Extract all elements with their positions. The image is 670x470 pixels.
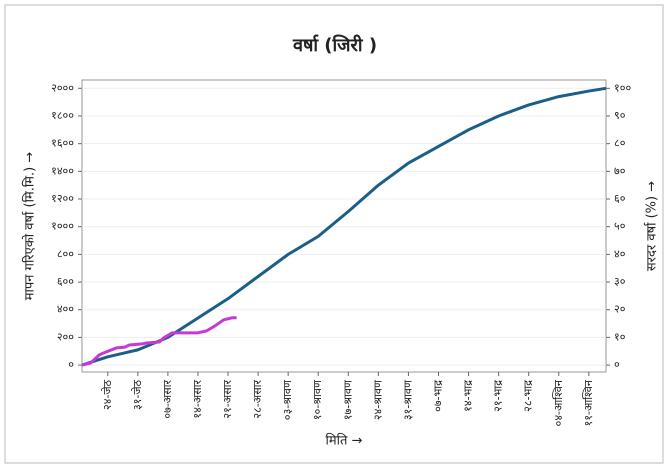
x-tick-label: ११-आश्विन xyxy=(582,379,595,426)
y-tick-label: ६०० xyxy=(57,275,74,288)
y2-tick-label: ४० xyxy=(614,247,626,260)
x-axis-label: मिति → xyxy=(326,433,363,449)
y2-tick-label: ५० xyxy=(614,220,626,233)
y-axis-label: मापन गरिएको वर्षा (मि.मि.) → xyxy=(22,152,38,301)
y2-tick-label: ० xyxy=(614,358,620,371)
x-tick-label: ०३-श्रावण xyxy=(281,379,294,420)
x-tick-label: २८-भाद्र xyxy=(522,380,535,412)
y-tick-label: ८०० xyxy=(57,247,74,260)
x-tick-label: १४-असार xyxy=(191,380,204,419)
y2-tick-label: २० xyxy=(614,303,626,316)
chart-title: वर्षा (जिरी ) xyxy=(292,34,377,56)
y-tick-label: २००० xyxy=(51,81,74,94)
x-tick-label: २४-जेठ xyxy=(101,379,114,410)
x-tick-label: २१-असार xyxy=(221,380,234,419)
x-tick-label: ०७-असार xyxy=(161,380,174,419)
y2-tick-label: ३० xyxy=(614,275,626,288)
y2-tick-label: १० xyxy=(614,330,626,343)
line-series xyxy=(81,316,237,367)
x-tick-label: १०-श्रावण xyxy=(311,379,324,420)
y2-tick-label: ८० xyxy=(614,137,626,150)
y-tick-label: १२०० xyxy=(51,192,74,205)
y-tick-label: २०० xyxy=(57,330,74,343)
x-tick-label: ३१-श्रावण xyxy=(401,379,414,420)
card xyxy=(4,4,664,464)
y-tick-label: १६०० xyxy=(51,137,74,150)
y-tick-label: ० xyxy=(68,358,74,371)
y-tick-label: १००० xyxy=(51,220,74,233)
line-series xyxy=(81,86,607,367)
x-tick-label: ०४-आश्विन xyxy=(552,379,565,426)
y2-tick-label: १०० xyxy=(614,81,631,94)
y-tick-label: १८०० xyxy=(51,109,74,122)
x-tick-label: ०७-भाद्र xyxy=(431,380,444,412)
y2-tick-label: ६० xyxy=(614,192,626,205)
x-tick-label: २४-श्रावण xyxy=(371,379,384,420)
x-tick-label: ३१-जेठ xyxy=(131,379,144,410)
y2-tick-label: ९० xyxy=(614,109,626,122)
x-tick-label: २८-असार xyxy=(251,380,264,419)
x-tick-label: २१-भाद्र xyxy=(492,380,505,412)
plot-frame xyxy=(81,79,607,373)
y-tick-label: १४०० xyxy=(51,164,74,177)
x-tick-label: १७-श्रावण xyxy=(341,379,354,420)
y-tick-label: ४०० xyxy=(57,303,74,316)
x-tick-label: १४-भाद्र xyxy=(462,380,475,412)
y2-axis-label: सरदर वर्षा (%) → xyxy=(644,181,660,271)
y2-tick-label: ७० xyxy=(614,164,626,177)
